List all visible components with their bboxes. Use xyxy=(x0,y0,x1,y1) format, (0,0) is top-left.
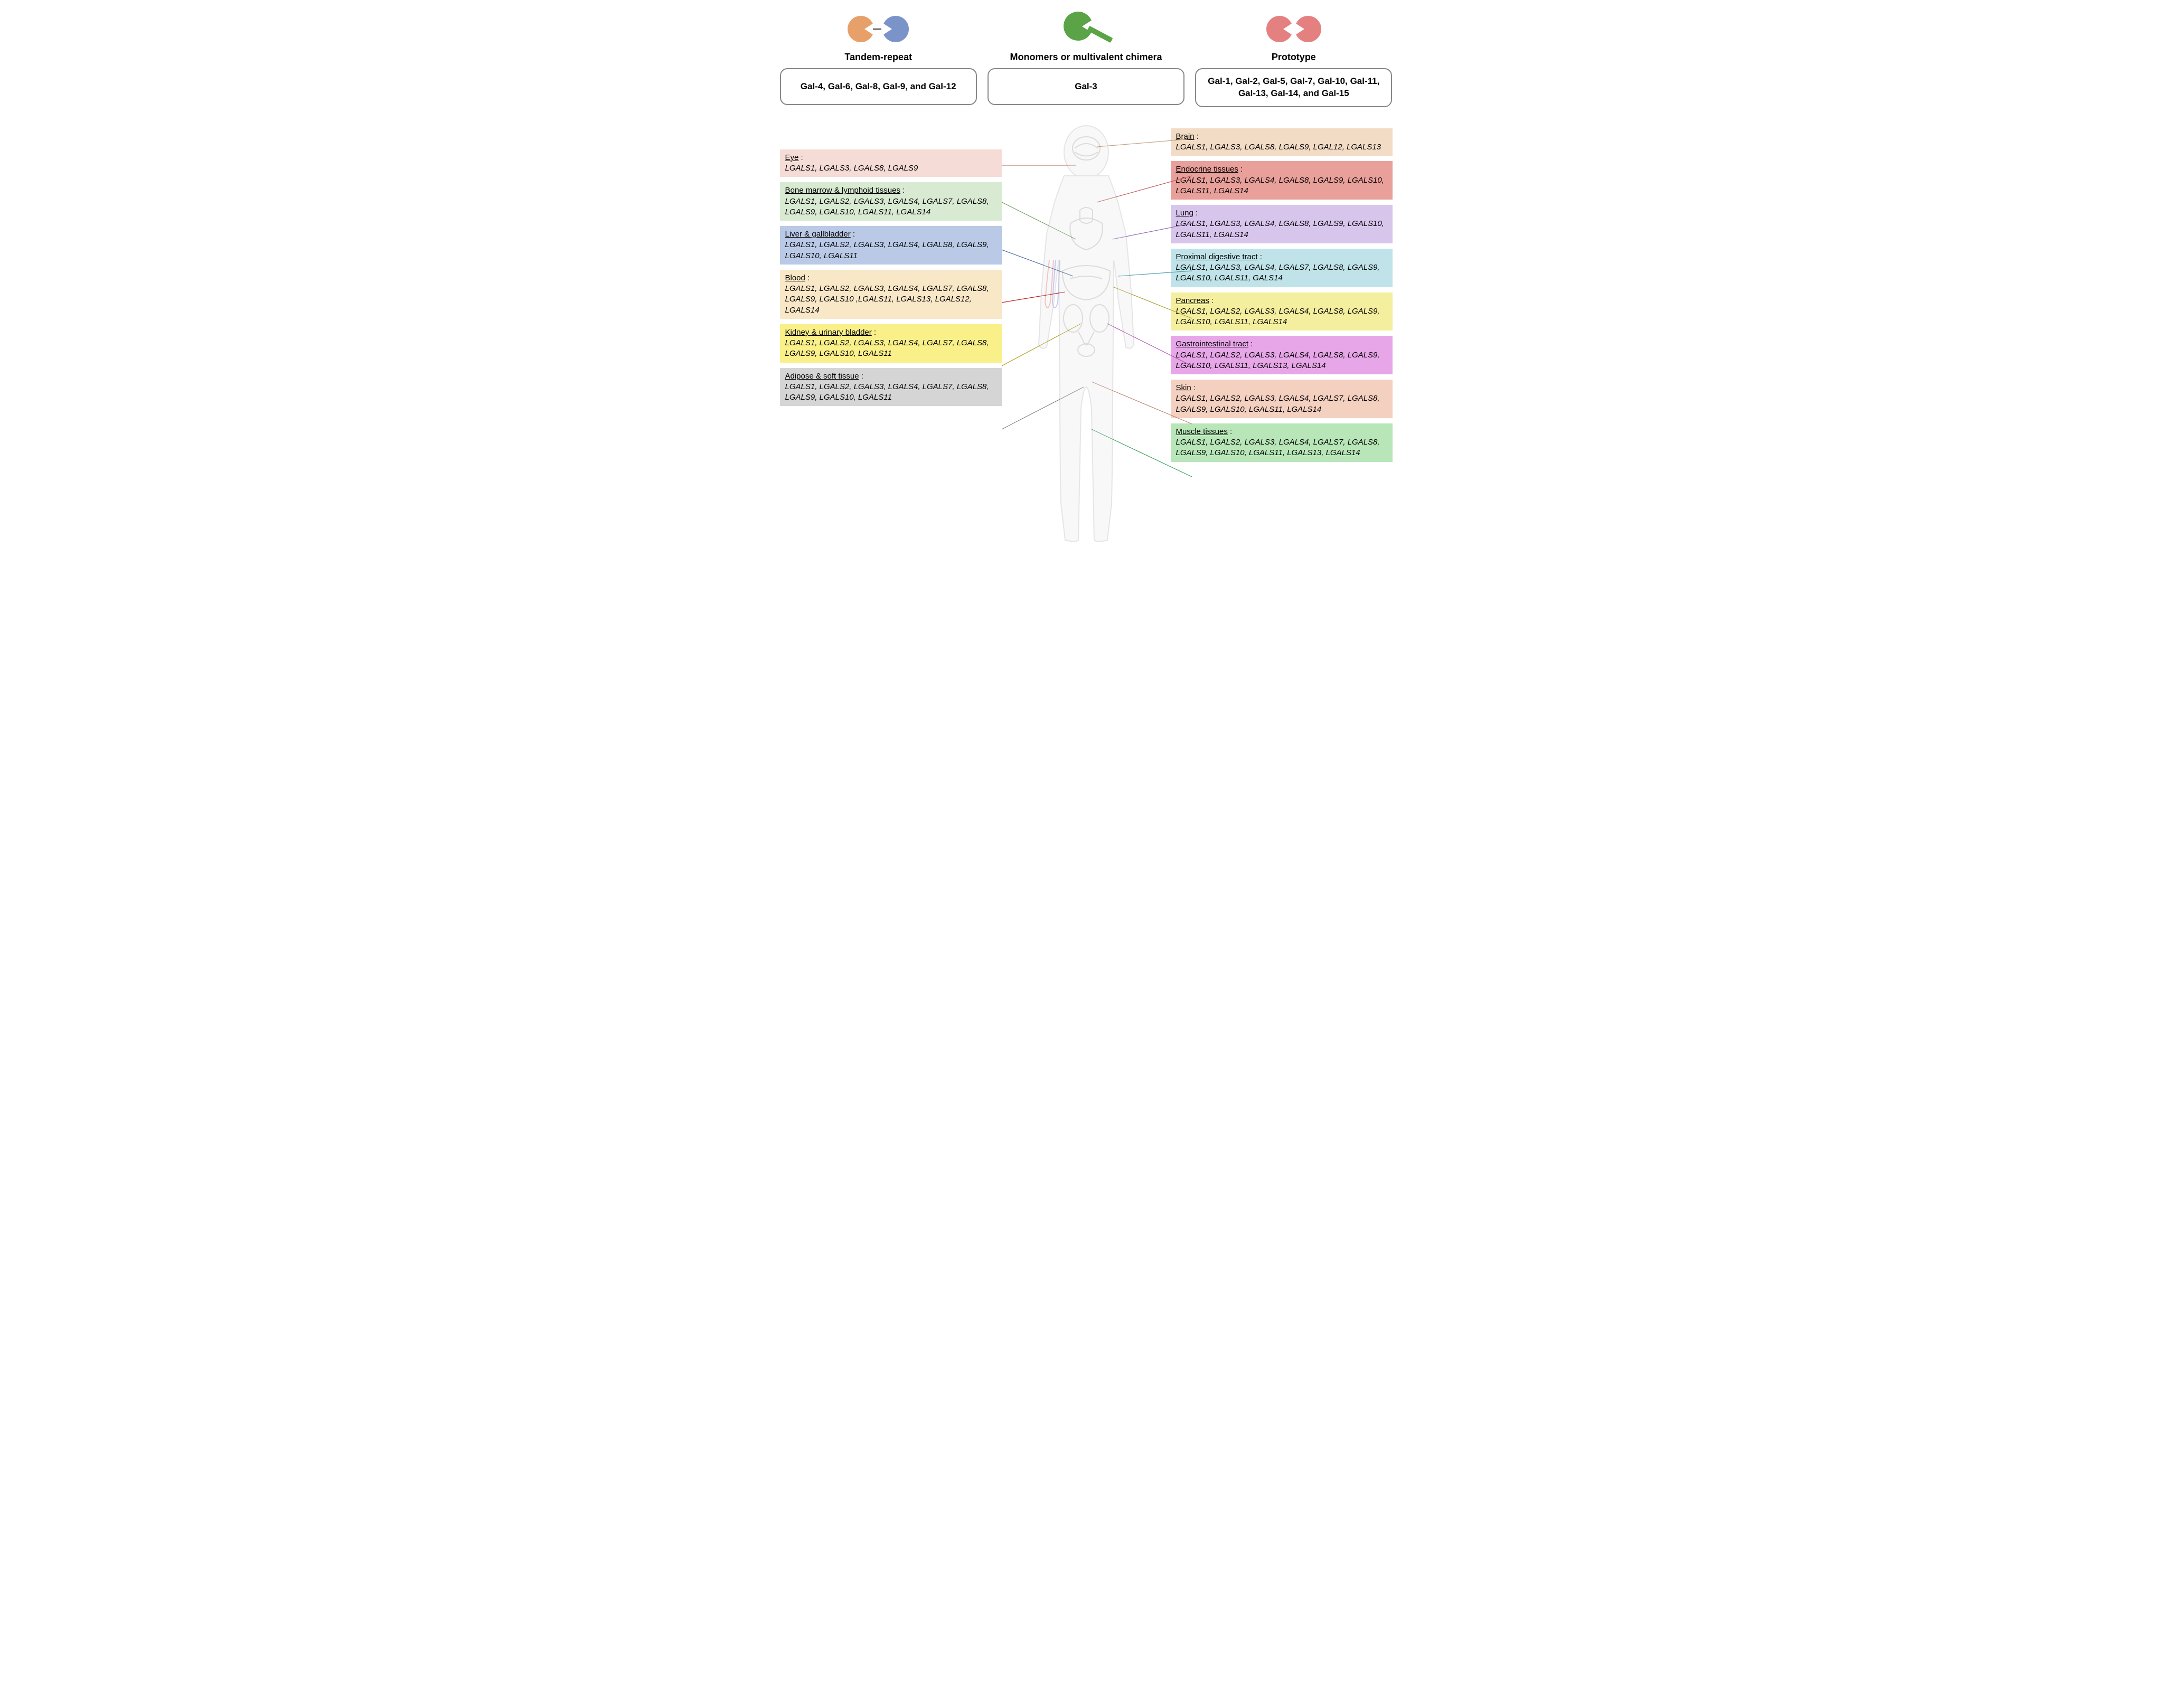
category-members-box: Gal-1, Gal-2, Gal-5, Gal-7, Gal-10, Gal-… xyxy=(1195,68,1392,107)
tissue-genes: LGALS1, LGALS3, LGALS8, LGALS9, LGAL12, … xyxy=(1176,142,1387,153)
tandem-repeat-icon xyxy=(841,11,915,48)
tissue-genes: LGALS1, LGALS2, LGALS3, LGALS4, LGALS8, … xyxy=(1176,306,1387,328)
tissue-box: Muscle tissues :LGALS1, LGALS2, LGALS3, … xyxy=(1171,423,1393,462)
colon: : xyxy=(805,273,810,282)
human-body-icon xyxy=(1018,123,1155,545)
category-members: Gal-4, Gal-6, Gal-8, Gal-9, and Gal-12 xyxy=(801,81,956,93)
category-members: Gal-3 xyxy=(1075,81,1097,93)
colon: : xyxy=(1258,252,1262,261)
colon: : xyxy=(851,230,855,239)
tissue-name: Gastrointestinal tract xyxy=(1176,339,1249,348)
tissue-box: Proximal digestive tract :LGALS1, LGALS3… xyxy=(1171,249,1393,287)
tissue-genes: LGALS1, LGALS3, LGALS4, LGALS7, LGALS8, … xyxy=(1176,262,1387,284)
tissue-box: Pancreas :LGALS1, LGALS2, LGALS3, LGALS4… xyxy=(1171,292,1393,331)
tissue-box: Endocrine tissues :LGALS1, LGALS3, LGALS… xyxy=(1171,161,1393,200)
tissue-genes: LGALS1, LGALS2, LGALS3, LGALS4, LGALS7, … xyxy=(785,338,996,360)
tissue-box: Gastrointestinal tract : LGALS1, LGALS2, … xyxy=(1171,336,1393,374)
category-row: Tandem-repeat Gal-4, Gal-6, Gal-8, Gal-9… xyxy=(780,11,1393,107)
monomer-chimera-icon xyxy=(1049,11,1123,48)
tissue-name: Adipose & soft tissue xyxy=(785,372,859,381)
tissue-genes: LGALS1, LGALS2, LGALS3, LGALS4, LGALS7, … xyxy=(785,284,996,316)
tissue-box: Bone marrow & lymphoid tissues :LGALS1, … xyxy=(780,182,1002,221)
tissue-name: Kidney & urinary bladder xyxy=(785,328,872,337)
colon: : xyxy=(1195,132,1199,141)
tissue-name: Blood xyxy=(785,273,805,282)
tissue-genes: LGALS1, LGALS2, LGALS3, LGALS4, LGALS7, … xyxy=(785,196,996,218)
tissue-name: Eye xyxy=(785,153,799,162)
tissue-genes: LGALS1, LGALS2, LGALS3, LGALS4, LGALS7, … xyxy=(785,382,996,403)
tissue-genes: LGALS1, LGALS3, LGALS4, LGALS8, LGALS9, … xyxy=(1176,175,1387,197)
category-prototype: Prototype Gal-1, Gal-2, Gal-5, Gal-7, Ga… xyxy=(1195,11,1392,107)
tissue-genes: LGALS1, LGALS3, LGALS4, LGALS8, LGALS9, … xyxy=(1176,219,1387,240)
category-members: Gal-1, Gal-2, Gal-5, Gal-7, Gal-10, Gal-… xyxy=(1206,76,1381,100)
tissue-name: Liver & gallbladder xyxy=(785,230,851,239)
body-silhouette-col xyxy=(1002,123,1171,556)
tissue-name: Proximal digestive tract xyxy=(1176,252,1258,261)
colon: : xyxy=(872,328,876,337)
prototype-icon xyxy=(1257,11,1331,48)
tissue-name: Skin xyxy=(1176,383,1191,392)
colon: : xyxy=(1193,209,1198,218)
category-members-box: Gal-4, Gal-6, Gal-8, Gal-9, and Gal-12 xyxy=(780,68,977,105)
tissue-box: Blood : LGALS1, LGALS2, LGALS3, LGALS4, L… xyxy=(780,270,1002,319)
tissue-name: Endocrine tissues xyxy=(1176,165,1238,174)
right-tissues: Brain :LGALS1, LGALS3, LGALS8, LGALS9, L… xyxy=(1171,128,1393,556)
tissue-box: Skin :LGALS1, LGALS2, LGALS3, LGALS4, LG… xyxy=(1171,380,1393,418)
tissue-genes: LGALS1, LGALS2, LGALS3, LGALS4, LGALS7, … xyxy=(1176,393,1387,415)
tissue-box: Lung :LGALS1, LGALS3, LGALS4, LGALS8, LG… xyxy=(1171,205,1393,243)
tissue-name: Brain xyxy=(1176,132,1195,141)
tissue-box: Adipose & soft tissue :LGALS1, LGALS2, L… xyxy=(780,368,1002,407)
tissue-genes: LGALS1, LGALS2, LGALS3, LGALS4, LGALS8, … xyxy=(1176,350,1387,372)
colon: : xyxy=(1248,339,1253,348)
colon: : xyxy=(1238,165,1243,174)
category-members-box: Gal-3 xyxy=(988,68,1184,105)
tissue-box: Liver & gallbladder :LGALS1, LGALS2, LGA… xyxy=(780,226,1002,265)
colon: : xyxy=(1209,296,1214,305)
tissue-genes: LGALS1, LGALS2, LGALS3, LGALS4, LGALS8, … xyxy=(785,240,996,261)
tissue-name: Lung xyxy=(1176,209,1193,218)
colon: : xyxy=(859,372,863,381)
category-title: Prototype xyxy=(1272,52,1316,63)
tissue-genes: LGALS1, LGALS3, LGALS8, LGALS9 xyxy=(785,163,996,174)
colon: : xyxy=(1228,427,1232,436)
tissue-box: Eye :LGALS1, LGALS3, LGALS8, LGALS9 xyxy=(780,149,1002,177)
tissue-genes: LGALS1, LGALS2, LGALS3, LGALS4, LGALS7, … xyxy=(1176,437,1387,459)
tissue-box: Brain :LGALS1, LGALS3, LGALS8, LGALS9, L… xyxy=(1171,128,1393,156)
tissue-name: Bone marrow & lymphoid tissues xyxy=(785,186,900,195)
tissue-name: Pancreas xyxy=(1176,296,1209,305)
colon: : xyxy=(1191,383,1196,392)
left-tissues: Eye :LGALS1, LGALS3, LGALS8, LGALS9Bone … xyxy=(780,149,1002,556)
category-title: Monomers or multivalent chimera xyxy=(1010,52,1162,63)
colon: : xyxy=(900,186,905,195)
tissue-name: Muscle tissues xyxy=(1176,427,1228,436)
colon: : xyxy=(798,153,803,162)
category-monomer: Monomers or multivalent chimera Gal-3 xyxy=(988,11,1184,107)
category-tandem: Tandem-repeat Gal-4, Gal-6, Gal-8, Gal-9… xyxy=(780,11,977,107)
tissue-box: Kidney & urinary bladder :LGALS1, LGALS2… xyxy=(780,324,1002,363)
category-title: Tandem-repeat xyxy=(844,52,912,63)
body-map: Eye :LGALS1, LGALS3, LGALS8, LGALS9Bone … xyxy=(780,123,1393,556)
